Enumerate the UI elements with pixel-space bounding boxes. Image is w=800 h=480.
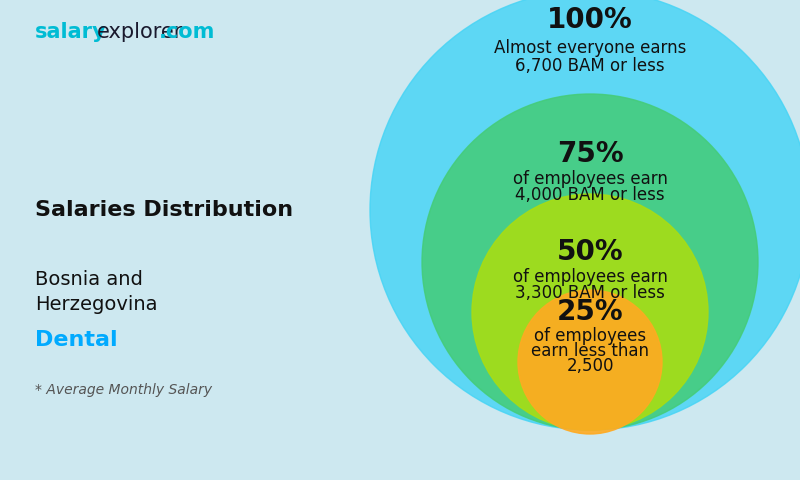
Circle shape bbox=[518, 290, 662, 434]
Circle shape bbox=[370, 0, 800, 430]
Text: explorer: explorer bbox=[97, 22, 183, 42]
Text: Bosnia and
Herzegovina: Bosnia and Herzegovina bbox=[35, 270, 158, 314]
Text: 50%: 50% bbox=[557, 238, 623, 266]
Circle shape bbox=[422, 94, 758, 430]
Circle shape bbox=[472, 194, 708, 430]
Text: salary: salary bbox=[35, 22, 106, 42]
Text: of employees earn: of employees earn bbox=[513, 170, 667, 188]
Text: 2,500: 2,500 bbox=[566, 357, 614, 375]
Text: of employees: of employees bbox=[534, 327, 646, 345]
Text: .com: .com bbox=[159, 22, 215, 42]
Text: 25%: 25% bbox=[557, 298, 623, 326]
Text: * Average Monthly Salary: * Average Monthly Salary bbox=[35, 383, 212, 397]
Text: 100%: 100% bbox=[547, 6, 633, 34]
Text: Salaries Distribution: Salaries Distribution bbox=[35, 200, 293, 220]
Text: 75%: 75% bbox=[557, 140, 623, 168]
Text: 4,000 BAM or less: 4,000 BAM or less bbox=[515, 186, 665, 204]
Text: Almost everyone earns: Almost everyone earns bbox=[494, 39, 686, 57]
Text: of employees earn: of employees earn bbox=[513, 268, 667, 286]
Text: Dental: Dental bbox=[35, 330, 118, 350]
Text: 3,300 BAM or less: 3,300 BAM or less bbox=[515, 284, 665, 302]
Text: earn less than: earn less than bbox=[531, 342, 649, 360]
Text: 6,700 BAM or less: 6,700 BAM or less bbox=[515, 57, 665, 75]
